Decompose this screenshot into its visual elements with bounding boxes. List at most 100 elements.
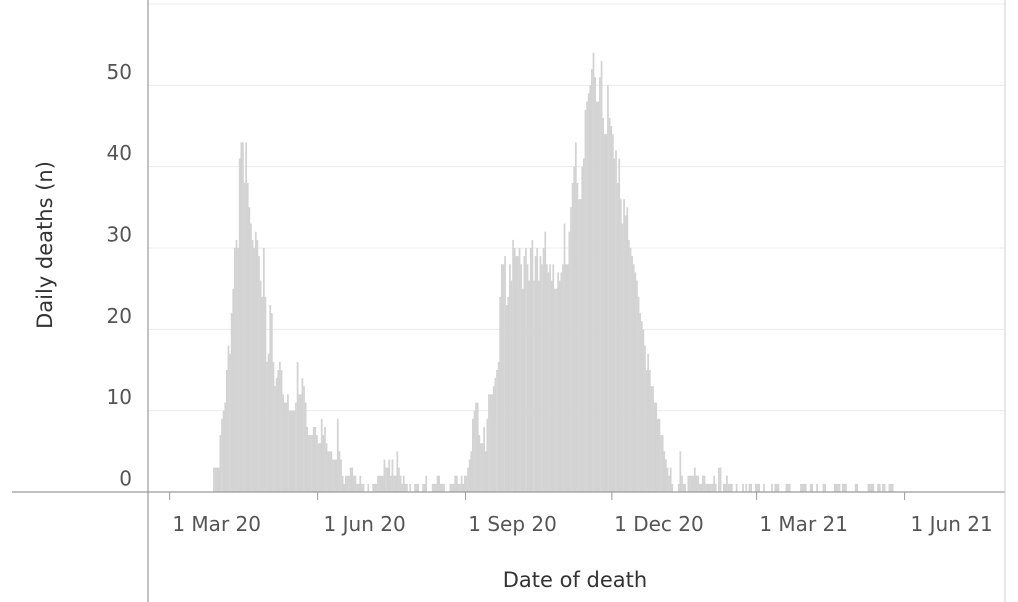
bar: [475, 402, 477, 492]
bar: [346, 475, 349, 492]
bar: [303, 386, 305, 492]
bar: [264, 296, 267, 492]
bar: [415, 483, 418, 492]
bar: [441, 483, 444, 492]
bar: [290, 410, 293, 492]
bar: [602, 117, 605, 493]
x-tick-label: 1 Sep 20: [468, 512, 557, 536]
bar: [499, 296, 502, 492]
bar: [619, 199, 622, 492]
bar: [433, 483, 436, 492]
bar: [563, 223, 566, 492]
bar: [275, 378, 278, 492]
bar: [629, 248, 632, 492]
bar: [470, 451, 473, 492]
bar: [383, 459, 386, 492]
y-tick-label: 20: [107, 304, 132, 328]
bar: [566, 264, 569, 492]
bars-group: [213, 52, 894, 493]
bar: [541, 264, 543, 492]
bar: [311, 435, 313, 492]
bar: [468, 459, 471, 492]
bar: [262, 248, 265, 492]
bar: [520, 264, 523, 492]
y-tick-label: 0: [119, 467, 132, 491]
bar: [632, 264, 635, 492]
bar: [504, 256, 506, 492]
bar: [555, 288, 558, 492]
bar: [484, 451, 487, 492]
bar: [455, 475, 458, 492]
bar: [502, 264, 505, 492]
bar: [389, 475, 392, 492]
bar: [250, 223, 252, 492]
bar: [661, 435, 664, 492]
bar: [261, 296, 264, 492]
bar: [775, 483, 778, 492]
bar: [494, 378, 497, 492]
bar: [401, 483, 403, 492]
bar: [558, 280, 561, 492]
bar: [283, 402, 286, 492]
bar: [414, 483, 416, 492]
bar: [809, 483, 812, 492]
bar: [353, 475, 355, 492]
bar: [324, 426, 326, 492]
bar: [336, 418, 339, 492]
bar: [663, 451, 666, 492]
bar: [710, 483, 712, 492]
bar: [664, 459, 667, 492]
bar: [307, 435, 310, 492]
bar: [452, 483, 455, 492]
bar: [248, 207, 251, 492]
x-tick-label: 1 Mar 20: [172, 512, 261, 536]
bar: [722, 483, 725, 492]
bar: [730, 483, 733, 492]
bar: [525, 248, 527, 492]
bar: [653, 402, 656, 492]
bar: [534, 256, 537, 492]
bar: [381, 475, 384, 492]
bar: [626, 207, 629, 492]
bar: [838, 483, 841, 492]
bar: [682, 483, 685, 492]
bar: [650, 386, 653, 492]
bar: [745, 483, 748, 492]
bar: [510, 280, 513, 492]
bar: [597, 101, 600, 492]
bar: [225, 370, 228, 492]
bar: [610, 126, 613, 492]
bar: [634, 272, 637, 492]
bar: [587, 93, 590, 492]
x-tick-label: 1 Mar 21: [759, 512, 848, 536]
bar: [656, 418, 659, 492]
bar: [488, 394, 490, 492]
bar: [348, 475, 350, 492]
bar: [700, 483, 703, 492]
bar: [512, 239, 514, 492]
bar: [824, 483, 826, 492]
bar: [317, 443, 320, 492]
bar: [507, 296, 510, 492]
bar: [708, 483, 711, 492]
bar: [804, 483, 807, 492]
bar: [642, 329, 645, 492]
bar: [306, 426, 309, 492]
bar: [332, 459, 334, 492]
bar: [671, 483, 674, 492]
bar: [254, 231, 257, 493]
bar: [266, 361, 268, 492]
bar: [554, 288, 556, 492]
bar: [803, 483, 806, 492]
bar: [417, 483, 420, 492]
bar: [811, 483, 814, 492]
bar: [595, 101, 598, 492]
bar: [701, 475, 704, 492]
bar: [613, 158, 616, 492]
bar: [242, 142, 244, 492]
bar: [748, 483, 751, 492]
bar: [459, 483, 461, 492]
bar: [719, 467, 722, 492]
bar: [690, 475, 693, 492]
bar: [755, 483, 757, 492]
